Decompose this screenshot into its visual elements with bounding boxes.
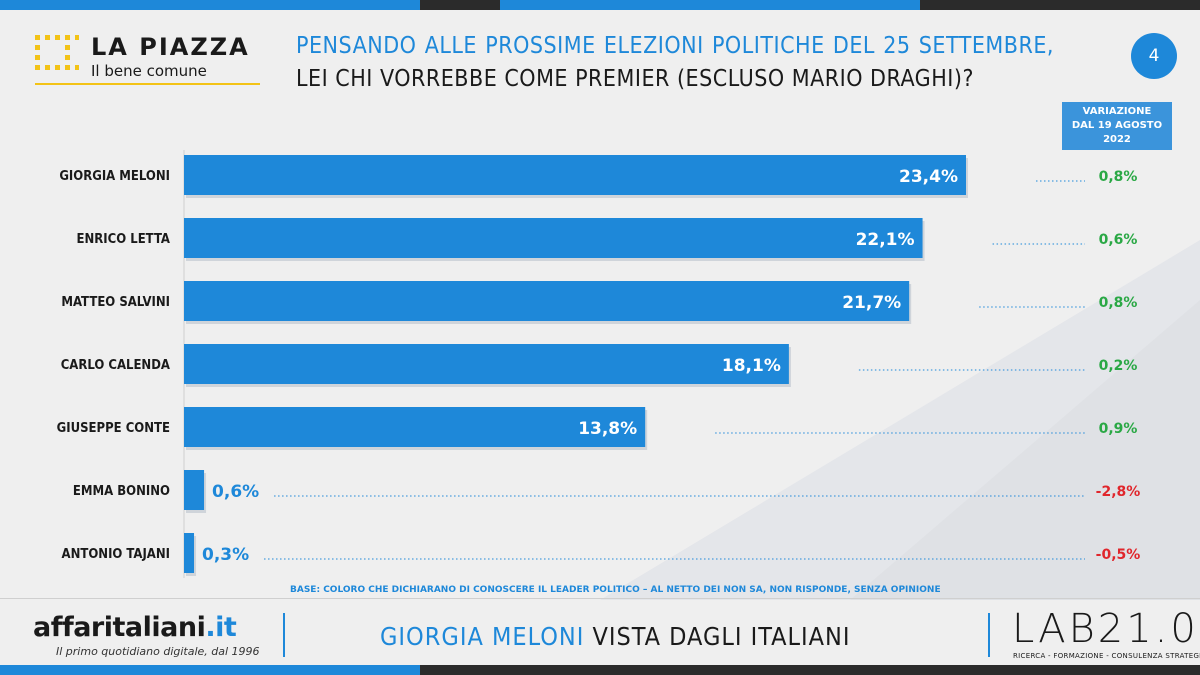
variation-value: 0,2% (1099, 358, 1138, 374)
brand-underline (35, 83, 260, 85)
bar (184, 218, 923, 258)
brand-subtitle: Il bene comune (91, 62, 207, 80)
bar-value-label: 0,6% (212, 482, 259, 502)
variation-header-line2: DAL 19 AGOSTO (1071, 120, 1163, 131)
category-label: GIORGIA MELONI (59, 169, 170, 184)
variation-value: 0,9% (1099, 421, 1138, 437)
variation-value: 0,8% (1099, 169, 1138, 185)
variation-header-line3: 2022 (1103, 134, 1131, 145)
footer-title-highlight: GIORGIA MELONI (380, 622, 585, 651)
footer-divider (0, 598, 1200, 599)
publisher-tagline: Il primo quotidiano digitale, dal 1996 (56, 645, 260, 658)
bar-value-label: 18,1% (722, 356, 781, 376)
variation-value: -0,5% (1096, 547, 1141, 563)
bar (184, 344, 789, 384)
question-rest: LEI CHI VORREBBE COME PREMIER (ESCLUSO M… (296, 66, 974, 92)
bottom-bar (0, 665, 1200, 675)
variation-value: 0,8% (1099, 295, 1138, 311)
bar (184, 533, 195, 573)
bar (184, 281, 910, 321)
category-label: GIUSEPPE CONTE (57, 421, 170, 436)
publisher-name: affaritaliani (33, 612, 206, 643)
category-label: EMMA BONINO (73, 484, 170, 499)
footer-title: GIORGIA MELONI VISTA DAGLI ITALIANI (380, 622, 850, 651)
variation-header-line1: VARIAZIONE (1082, 106, 1152, 117)
lab-logo: LAB21.01 (1012, 606, 1200, 652)
variation-value: 0,6% (1099, 232, 1138, 248)
footer-separator-right (988, 613, 990, 657)
bar-value-label: 13,8% (578, 419, 637, 439)
category-label: CARLO CALENDA (61, 358, 170, 373)
la-piazza-logo: LA PIAZZA Il bene comune (35, 33, 260, 85)
top-bar-accent-2 (500, 0, 920, 10)
survey-question: PENSANDO ALLE PROSSIME ELEZIONI POLITICH… (296, 30, 1054, 96)
top-bar-accent (0, 0, 420, 10)
bar-value-label: 0,3% (202, 545, 249, 565)
bar-value-label: 23,4% (899, 167, 958, 187)
footer-title-rest: VISTA DAGLI ITALIANI (584, 622, 851, 651)
question-highlight: PENSANDO ALLE PROSSIME ELEZIONI POLITICH… (296, 33, 1054, 59)
top-bar (0, 0, 1200, 10)
bar (184, 155, 966, 195)
bar-value-label: 22,1% (856, 230, 915, 250)
bar (184, 407, 646, 447)
logo-dots-icon (35, 35, 79, 70)
bar (184, 470, 205, 510)
page-number-badge: 4 (1131, 33, 1177, 79)
variation-value: -2,8% (1096, 484, 1141, 500)
category-label: ANTONIO TAJANI (62, 547, 170, 562)
lab-tagline: RICERCA - FORMAZIONE - CONSULENZA STRATE… (1013, 652, 1200, 660)
bar-value-label: 21,7% (842, 293, 901, 313)
base-note: BASE: COLORO CHE DICHIARANO DI CONOSCERE… (290, 585, 941, 595)
bar-chart: GIORGIA MELONI 23,4% 0,8% ENRICO LETTA 22,1%… (57, 150, 1141, 578)
category-label: MATTEO SALVINI (61, 295, 170, 310)
background-decoration (600, 240, 1200, 600)
bottom-bar-accent (0, 665, 420, 675)
category-label: ENRICO LETTA (77, 232, 170, 247)
brand-title: LA PIAZZA (91, 33, 250, 61)
publisher-tld: .it (205, 612, 237, 643)
publisher-logo: affaritaliani.it (33, 612, 237, 643)
variation-header: VARIAZIONE DAL 19 AGOSTO 2022 (1062, 102, 1172, 150)
footer-separator-left (283, 613, 285, 657)
